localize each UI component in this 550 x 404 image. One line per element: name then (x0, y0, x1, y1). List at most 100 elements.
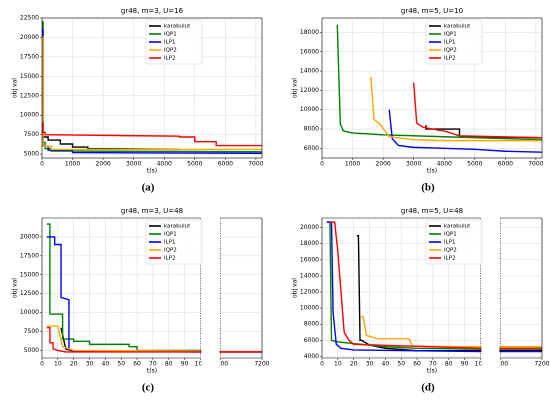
y-tick-label: 15000 (20, 73, 39, 80)
x-tick-label: 7100 (213, 361, 228, 368)
legend-label: ILP1 (444, 40, 456, 46)
x-tick-label: 30 (86, 361, 94, 368)
x-tick-label: 50 (117, 361, 125, 368)
y-tick-label: 18000 (300, 29, 319, 36)
y-tick-label: 20000 (20, 34, 39, 41)
y-tick-label: 10000 (300, 305, 319, 312)
y-axis-label: obj val (12, 78, 19, 98)
y-tick-label: 12500 (20, 290, 39, 297)
x-tick-label: 3000 (126, 161, 141, 168)
x-tick-label: 100 (195, 361, 207, 368)
y-tick-label: 14000 (300, 272, 319, 279)
x-tick-label: 80 (165, 361, 173, 368)
x-tick-label: 40 (102, 361, 110, 368)
legend-label: ILP1 (164, 40, 176, 46)
x-tick-label: 90 (461, 361, 469, 368)
x-tick-label: 50 (397, 361, 405, 368)
x-tick-label: 60 (413, 361, 421, 368)
x-tick-label: 0 (320, 361, 324, 368)
x-tick-label: 7200 (534, 361, 549, 368)
y-tick-label: 20000 (300, 224, 319, 231)
y-tick-label: 22500 (20, 15, 39, 22)
x-tick-label: 80 (445, 361, 453, 368)
legend-label: ILP1 (444, 240, 456, 246)
y-tick-label: 15000 (20, 271, 39, 278)
x-tick-label: 1000 (345, 161, 360, 168)
chart-title: gr48, m=5, U=48 (401, 207, 463, 215)
x-tick-label: 20 (350, 361, 358, 368)
y-tick-label: 12000 (300, 87, 319, 94)
y-tick-label: 7500 (24, 131, 39, 138)
x-axis-label: t(s) (147, 368, 157, 375)
legend-box (425, 19, 483, 65)
y-axis-label: obj val (292, 278, 299, 298)
legend-label: IQP2 (164, 48, 177, 54)
y-tick-label: 5000 (24, 347, 39, 354)
x-tick-label: 0 (320, 161, 324, 168)
y-tick-label: 16000 (300, 48, 319, 55)
x-tick-label: 7000 (248, 161, 263, 168)
legend-label: ILP2 (164, 56, 176, 62)
legend-label: karabulut (444, 224, 471, 230)
x-tick-label: 4000 (157, 161, 172, 168)
x-tick-label: 6000 (218, 161, 233, 168)
frame (321, 17, 543, 159)
axis-break (481, 215, 500, 367)
frame (41, 17, 263, 159)
y-tick-label: 7500 (24, 328, 39, 335)
x-tick-label: 5000 (467, 161, 482, 168)
x-tick-label: 6000 (498, 161, 513, 168)
x-tick-label: 20 (70, 361, 78, 368)
x-tick-label: 3000 (406, 161, 421, 168)
series-line (412, 82, 543, 139)
legend-label: IQP1 (444, 32, 457, 38)
y-tick-label: 8000 (304, 321, 319, 328)
x-tick-label: 4000 (437, 161, 452, 168)
x-tick-label: 2000 (95, 161, 110, 168)
legend-label: IQP2 (164, 248, 177, 254)
y-tick-label: 10000 (20, 309, 39, 316)
x-tick-label: 7200 (254, 361, 269, 368)
x-tick-label: 5000 (187, 161, 202, 168)
legend-label: IQP1 (444, 232, 457, 238)
x-tick-label: 90 (181, 361, 189, 368)
y-tick-label: 8000 (304, 126, 319, 133)
caption: (c) (142, 382, 155, 394)
legend-label: ILP2 (164, 256, 176, 262)
legend-label: IQP2 (444, 48, 457, 54)
x-tick-label: 0 (40, 361, 44, 368)
x-tick-label: 2000 (375, 161, 390, 168)
legend-box (145, 19, 203, 65)
y-tick-label: 17500 (20, 252, 39, 259)
y-tick-label: 12000 (300, 289, 319, 296)
x-tick-label: 30 (366, 361, 374, 368)
series-line (42, 36, 262, 151)
legend-label: ILP1 (164, 240, 176, 246)
legend-box (425, 219, 483, 265)
legend-label: karabulut (444, 24, 471, 30)
series-line (370, 76, 542, 142)
x-axis-label: t(s) (147, 168, 157, 175)
y-tick-label: 10000 (20, 112, 39, 119)
y-tick-label: 4000 (304, 353, 319, 360)
y-tick-label: 6000 (304, 145, 319, 152)
x-tick-label: 1000 (65, 161, 80, 168)
chart-title: gr48, m=3, U=48 (121, 207, 183, 215)
y-tick-label: 20000 (20, 233, 39, 240)
caption: (d) (421, 382, 435, 394)
legend-label: ILP2 (444, 256, 456, 262)
x-axis-label: t(s) (427, 368, 437, 375)
chart-title: gr48, m=5, U=10 (401, 7, 463, 15)
y-tick-label: 14000 (300, 68, 319, 75)
caption: (a) (142, 182, 155, 194)
x-tick-label: 40 (382, 361, 390, 368)
x-tick-label: 70 (149, 361, 157, 368)
y-tick-label: 6000 (304, 337, 319, 344)
series-line (42, 122, 262, 147)
axis-break (201, 215, 220, 367)
y-tick-label: 12500 (20, 92, 39, 99)
x-tick-label: 0 (40, 161, 44, 168)
x-tick-label: 10 (334, 361, 342, 368)
chart-title: gr48, m=3, U=16 (121, 7, 184, 15)
